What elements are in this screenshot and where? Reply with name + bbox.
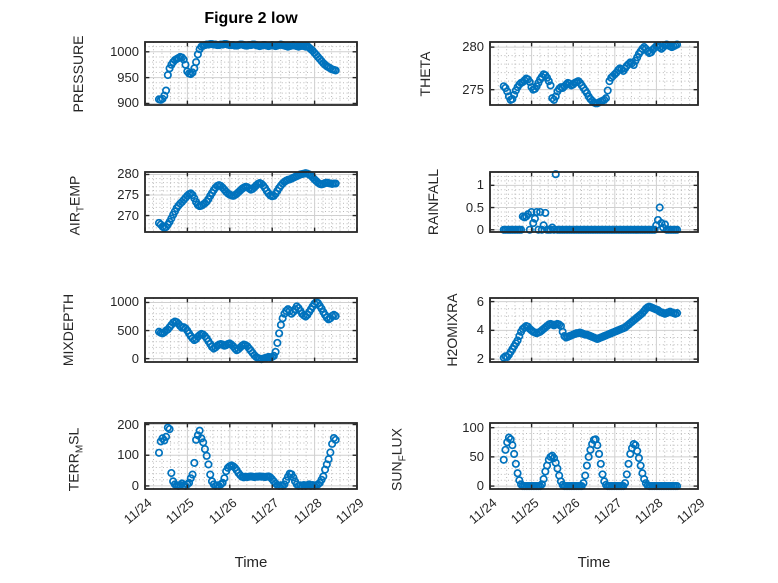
y-axis-label-pressure: PRESSURE bbox=[70, 34, 86, 113]
x-axis-label-left: Time bbox=[234, 554, 268, 571]
figure-title: Figure 2 low bbox=[204, 10, 298, 27]
y-tick-label: 6 bbox=[476, 293, 484, 309]
y-tick-label: 4 bbox=[476, 322, 484, 338]
y-tick-label: 0 bbox=[131, 477, 139, 493]
axes-box bbox=[489, 422, 699, 490]
x-tick-label: 11/28 bbox=[290, 495, 325, 527]
x-tick-label: 11/24 bbox=[120, 495, 155, 527]
plot-area-theta bbox=[489, 40, 699, 108]
y-axis-label-h2omixra: H2OMIXRA bbox=[444, 293, 460, 367]
grid-major bbox=[145, 172, 357, 232]
y-tick-label: 0 bbox=[131, 350, 139, 366]
y-tick-label: 1000 bbox=[110, 294, 139, 310]
y-tick-label: 50 bbox=[469, 448, 484, 464]
scatter-series bbox=[154, 169, 340, 232]
x-tick-label: 11/29 bbox=[673, 495, 708, 527]
y-tick-label: 275 bbox=[462, 81, 484, 97]
y-tick-label: 950 bbox=[117, 69, 139, 85]
plot-area-mixdepth bbox=[144, 297, 358, 364]
x-tick-label: 11/25 bbox=[163, 495, 198, 527]
x-tick-label: 11/24 bbox=[465, 495, 500, 527]
axes-box bbox=[144, 41, 358, 106]
axis-ticks bbox=[489, 298, 699, 362]
grid-major bbox=[490, 42, 698, 105]
scatter-series bbox=[499, 433, 682, 491]
axes-box bbox=[144, 171, 358, 233]
x-axis-label-right: Time bbox=[577, 554, 611, 571]
y-tick-label: 500 bbox=[117, 322, 139, 338]
axis-ticks bbox=[144, 172, 358, 232]
x-tick-label: 11/26 bbox=[205, 495, 240, 527]
y-tick-label: 100 bbox=[117, 447, 139, 463]
plot-area-rainfall bbox=[489, 170, 699, 234]
axis-ticks bbox=[144, 298, 358, 362]
y-axis-label-sun_flux: SUNFLUX bbox=[388, 428, 409, 491]
y-tick-label: 0 bbox=[476, 221, 484, 237]
x-tick-label: 11/25 bbox=[507, 495, 542, 527]
y-tick-label: 275 bbox=[117, 187, 139, 202]
plot-area-h2omixra bbox=[489, 297, 699, 363]
grid-minor bbox=[490, 423, 698, 489]
axes-box bbox=[144, 422, 358, 490]
y-tick-label: 900 bbox=[117, 95, 139, 111]
plot-area-terr_msl bbox=[144, 422, 358, 490]
axis-ticks bbox=[489, 423, 699, 489]
scatter-series bbox=[154, 40, 340, 104]
x-tick-label: 11/28 bbox=[632, 495, 667, 527]
axes-box bbox=[489, 297, 699, 363]
y-axis-label-rainfall: RAINFALL bbox=[425, 168, 441, 236]
y-tick-label: 280 bbox=[117, 166, 139, 182]
y-tick-label: 0 bbox=[476, 478, 484, 494]
axis-ticks bbox=[489, 172, 699, 232]
y-tick-label: 0.5 bbox=[465, 199, 484, 215]
x-tick-label: 11/27 bbox=[590, 495, 625, 527]
scatter-series bbox=[499, 170, 682, 234]
y-tick-label: 1 bbox=[476, 177, 484, 193]
y-tick-label: 200 bbox=[117, 416, 139, 432]
y-tick-label: 2 bbox=[476, 351, 484, 367]
axes-box bbox=[144, 297, 358, 363]
grid-major bbox=[145, 42, 357, 105]
y-axis-label-terr_msl: TERRMSL bbox=[65, 427, 86, 492]
y-tick-label: 100 bbox=[462, 419, 484, 435]
axis-ticks bbox=[144, 42, 358, 105]
y-tick-label: 280 bbox=[462, 39, 484, 55]
axes-box bbox=[489, 171, 699, 233]
x-tick-label: 11/27 bbox=[247, 495, 282, 527]
x-tick-label: 11/26 bbox=[548, 495, 583, 527]
x-tick-label: 11/29 bbox=[332, 495, 367, 527]
scatter-series bbox=[499, 40, 682, 108]
y-axis-label-mixdepth: MIXDEPTH bbox=[60, 293, 76, 367]
plot-area-sun_flux bbox=[489, 422, 699, 491]
axis-ticks bbox=[144, 423, 358, 489]
axes-box bbox=[489, 41, 699, 106]
y-tick-label: 1000 bbox=[110, 43, 139, 59]
grid-major bbox=[490, 423, 698, 489]
plot-area-pressure bbox=[144, 40, 358, 106]
plot-area-air_temp bbox=[144, 169, 358, 233]
scatter-series bbox=[154, 423, 340, 490]
axis-ticks bbox=[489, 42, 699, 105]
scatter-series bbox=[499, 302, 682, 362]
y-tick-label: 270 bbox=[117, 207, 139, 223]
grid-minor bbox=[490, 42, 698, 105]
